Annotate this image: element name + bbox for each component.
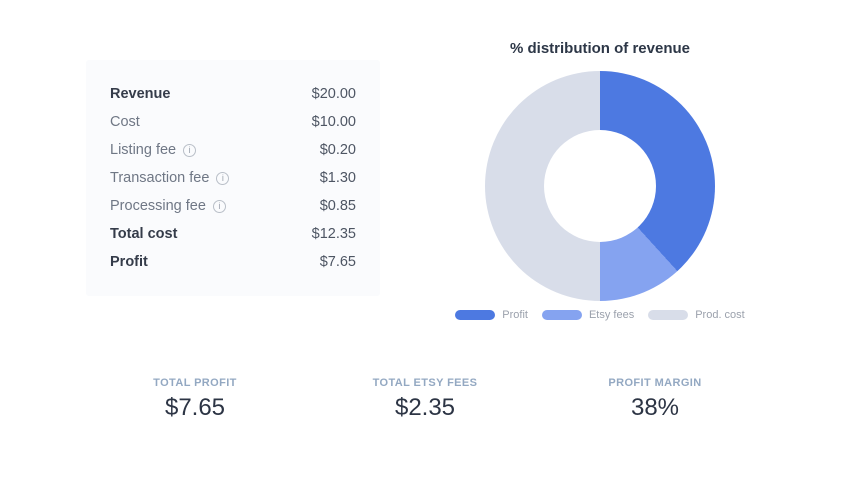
row-label-text: Listing fee — [110, 142, 177, 158]
legend-label: Etsy fees — [588, 309, 635, 321]
row-label-text: Processing fee — [110, 198, 206, 214]
stat-value: 38% — [630, 394, 680, 421]
row-label-text: Cost — [110, 114, 140, 130]
cost-summary-panel: Revenue $20.00 Cost $10.00 Listing fee i… — [86, 60, 380, 296]
info-icon[interactable]: i — [183, 143, 197, 157]
legend-item-profit[interactable]: Profit — [455, 309, 528, 321]
legend-item-prod-cost[interactable]: Prod. cost — [648, 309, 745, 321]
row-value: $7.65 — [319, 254, 356, 270]
stat-label: TOTAL ETSY FEES — [372, 377, 478, 389]
stat-value: $2.35 — [394, 394, 456, 421]
table-row-cost: Cost $10.00 — [110, 108, 356, 136]
donut-hole — [544, 130, 656, 242]
row-value: $12.35 — [311, 226, 356, 242]
row-label: Transaction fee i — [110, 170, 230, 186]
table-row-profit: Profit $7.65 — [110, 248, 356, 276]
table-row-processing-fee: Processing fee i $0.85 — [110, 192, 356, 220]
row-value: $1.30 — [319, 170, 356, 186]
row-label: Total cost — [110, 226, 177, 242]
info-icon[interactable]: i — [212, 199, 226, 213]
legend-swatch-profit — [455, 310, 496, 320]
row-label: Revenue — [110, 86, 170, 102]
stat-total-profit: TOTAL PROFIT $7.65 — [80, 377, 310, 422]
row-label: Profit — [110, 254, 148, 270]
legend-item-etsy-fees[interactable]: Etsy fees — [541, 309, 635, 321]
chart-title: % distribution of revenue — [509, 40, 690, 57]
legend-label: Profit — [502, 309, 528, 321]
row-label: Cost — [110, 114, 140, 130]
row-value: $0.85 — [319, 198, 356, 214]
donut-chart[interactable] — [485, 71, 715, 301]
row-label-text: Total cost — [110, 226, 178, 242]
table-row-revenue: Revenue $20.00 — [110, 80, 356, 108]
stat-label: PROFIT MARGIN — [608, 377, 702, 389]
stat-total-etsy-fees: TOTAL ETSY FEES $2.35 — [310, 377, 540, 422]
legend-swatch-prod-cost — [648, 310, 689, 320]
row-value: $0.20 — [319, 142, 356, 158]
table-row-listing-fee: Listing fee i $0.20 — [110, 136, 356, 164]
row-value: $20.00 — [311, 86, 356, 102]
legend-label: Prod. cost — [695, 309, 745, 321]
table-row-total-cost: Total cost $12.35 — [110, 220, 356, 248]
stat-label: TOTAL PROFIT — [153, 377, 237, 389]
table-row-transaction-fee: Transaction fee i $1.30 — [110, 164, 356, 192]
stat-profit-margin: PROFIT MARGIN 38% — [540, 377, 770, 422]
row-value: $10.00 — [311, 114, 356, 130]
row-label: Listing fee i — [110, 142, 197, 158]
row-label: Processing fee i — [110, 198, 226, 214]
row-label-text: Transaction fee — [110, 170, 210, 186]
info-icon[interactable]: i — [216, 171, 230, 185]
row-label-text: Revenue — [110, 86, 171, 102]
stat-value: $7.65 — [164, 394, 226, 421]
legend-swatch-etsy-fees — [541, 310, 582, 320]
stats-row: TOTAL PROFIT $7.65 TOTAL ETSY FEES $2.35… — [80, 377, 770, 422]
chart-legend: Profit Etsy fees Prod. cost — [450, 309, 750, 321]
row-label-text: Profit — [110, 254, 148, 270]
